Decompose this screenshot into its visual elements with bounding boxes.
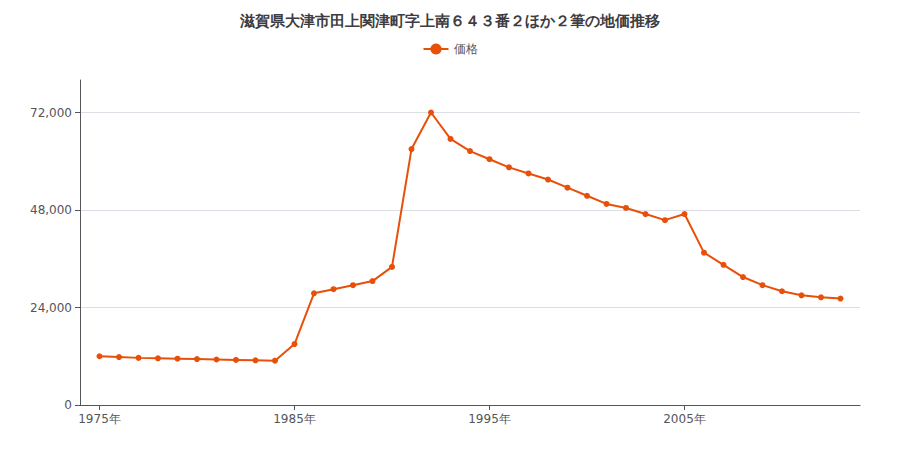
svg-text:48,000: 48,000 [30,203,72,217]
svg-text:0: 0 [64,398,72,412]
svg-text:24,000: 24,000 [30,301,72,315]
svg-text:72,000: 72,000 [30,106,72,120]
svg-text:2005年: 2005年 [663,412,706,426]
svg-text:1995年: 1995年 [468,412,511,426]
svg-text:価格: 価格 [454,42,478,56]
svg-text:滋賀県大津市田上関津町字上南６４３番２ほか２筆の地価推移: 滋賀県大津市田上関津町字上南６４３番２ほか２筆の地価推移 [239,12,660,30]
svg-text:1985年: 1985年 [273,412,316,426]
svg-text:1975年: 1975年 [78,412,121,426]
